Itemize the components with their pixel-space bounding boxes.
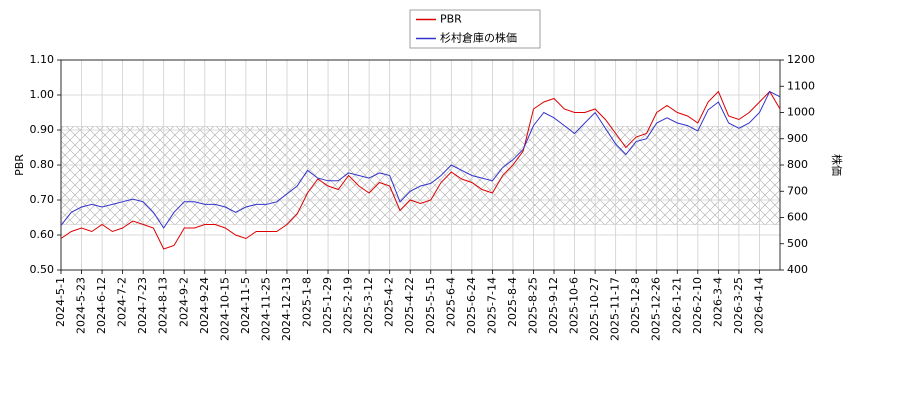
hatch-band <box>60 126 781 225</box>
x-tick-label: 2026-3-25 <box>732 277 745 334</box>
x-tick-label: 2024-9-24 <box>198 277 211 334</box>
x-tick-label: 2025-6-4 <box>444 277 457 327</box>
x-tick-label: 2025-10-27 <box>588 277 601 341</box>
x-tick-label: 2026-1-21 <box>670 277 683 334</box>
y-tick-label: 0.80 <box>30 158 55 171</box>
x-tick-label: 2025-11-17 <box>609 277 622 341</box>
x-tick-label: 2025-5-15 <box>424 277 437 334</box>
y-tick-label: 0.90 <box>30 123 55 136</box>
x-tick-label: 2025-12-8 <box>629 277 642 334</box>
x-tick-label: 2024-5-1 <box>54 277 67 327</box>
y-tick-label: 1.10 <box>30 53 55 66</box>
x-tick-label: 2024-7-2 <box>116 277 129 327</box>
series-line <box>60 90 781 250</box>
x-tick-label: 2025-1-29 <box>321 277 334 334</box>
y2-tick-label: 400 <box>787 263 808 276</box>
x-tick-label: 2024-6-12 <box>95 277 108 334</box>
x-tick-label: 2024-11-5 <box>239 277 252 334</box>
x-tick-label: 2025-2-19 <box>342 277 355 334</box>
legend-label: PBR <box>440 13 462 26</box>
x-tick-label: 2024-7-23 <box>136 277 149 334</box>
y-tick-label: 0.60 <box>30 228 55 241</box>
x-tick-label: 2024-5-23 <box>75 277 88 334</box>
y-tick-label: 0.50 <box>30 263 55 276</box>
y2-tick-label: 600 <box>787 211 808 224</box>
x-tick-label: 2026-2-10 <box>691 277 704 334</box>
x-tick-label: 2024-11-25 <box>259 277 272 341</box>
x-tick-label: 2025-9-12 <box>547 277 560 334</box>
legend-label: 杉村倉庫の株価 <box>440 31 517 45</box>
x-tick-label: 2025-4-2 <box>383 277 396 327</box>
x-tick-label: 2025-10-6 <box>568 277 581 334</box>
y2-tick-label: 800 <box>787 158 808 171</box>
x-tick-label: 2025-1-8 <box>301 277 314 327</box>
y2-tick-label: 1000 <box>787 106 815 119</box>
x-tick-label: 2024-12-13 <box>280 277 293 341</box>
x-tick-label: 2025-3-12 <box>362 277 375 334</box>
x-tick-label: 2024-10-15 <box>218 277 231 341</box>
y-axis-label: PBR <box>13 154 26 176</box>
y2-axis-label: 株価 <box>830 154 844 176</box>
x-tick-label: 2025-7-14 <box>485 277 498 334</box>
series-line <box>60 90 781 229</box>
x-tick-label: 2026-4-14 <box>752 277 765 334</box>
x-tick-label: 2025-8-25 <box>526 277 539 334</box>
y2-tick-label: 500 <box>787 237 808 250</box>
x-tick-label: 2025-4-22 <box>403 277 416 334</box>
y2-tick-label: 1100 <box>787 79 815 92</box>
x-tick-label: 2026-3-4 <box>711 277 724 327</box>
plot-frame <box>60 59 781 271</box>
y2-tick-label: 1200 <box>787 53 815 66</box>
x-tick-label: 2024-9-2 <box>177 277 190 327</box>
x-tick-label: 2025-8-4 <box>506 277 519 327</box>
y-tick-label: 1.00 <box>30 88 55 101</box>
y2-tick-label: 900 <box>787 132 808 145</box>
y2-tick-label: 700 <box>787 184 808 197</box>
legend-box <box>409 9 541 49</box>
y-tick-label: 0.70 <box>30 193 55 206</box>
x-tick-label: 2025-6-24 <box>465 277 478 334</box>
x-tick-label: 2025-12-26 <box>650 277 663 341</box>
x-tick-label: 2024-8-13 <box>157 277 170 334</box>
